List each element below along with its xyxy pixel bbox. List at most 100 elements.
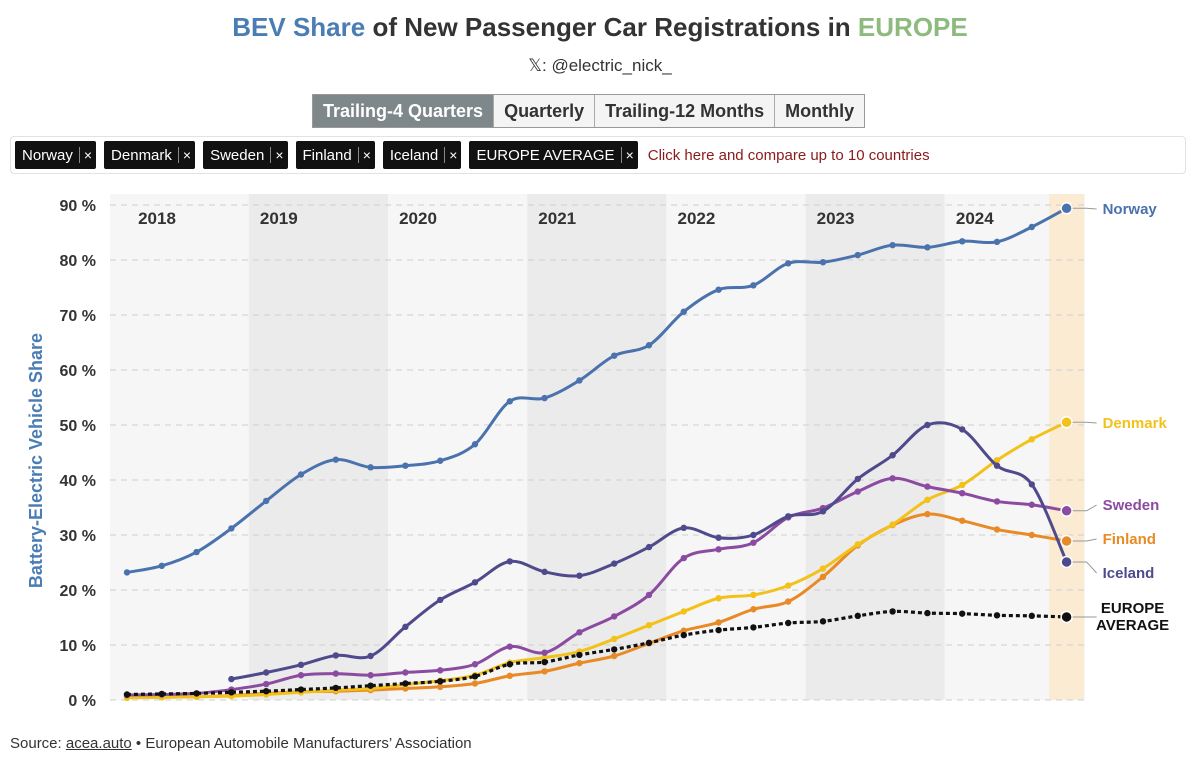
data-point-iceland: [471, 579, 479, 586]
tab-trailing-12-months[interactable]: Trailing-12 Months: [595, 95, 776, 127]
data-point-europe: [437, 678, 444, 685]
data-point-iceland: [785, 513, 792, 520]
data-point-europe: [123, 691, 131, 698]
data-point-norway: [1028, 223, 1036, 231]
data-point-iceland: [367, 652, 374, 660]
year-band-2023: [805, 194, 945, 700]
data-point-sweden: [924, 483, 931, 490]
data-point-finland: [715, 619, 722, 626]
series-line-denmark: [126, 420, 1068, 700]
remove-denmark-icon[interactable]: ×: [177, 147, 195, 163]
data-point-sweden: [715, 546, 722, 553]
chip-iceland: Iceland ×: [382, 141, 462, 169]
data-point-denmark: [611, 635, 618, 643]
data-point-iceland: [506, 558, 513, 565]
source-link[interactable]: acea.auto: [65, 735, 132, 752]
data-point-europe: [680, 631, 687, 639]
title-bev-share: BEV Share: [232, 12, 366, 42]
data-point-iceland: [1060, 555, 1073, 569]
data-point-europe: [715, 626, 722, 634]
data-point-iceland: [889, 452, 896, 459]
y-tick-label: 80 %: [60, 253, 96, 270]
data-point-europe: [611, 646, 618, 653]
year-band-2020: [388, 194, 528, 700]
data-point-europe: [750, 624, 757, 631]
data-point-iceland: [437, 596, 444, 604]
remove-norway-icon[interactable]: ×: [78, 147, 96, 163]
data-point-norway: [611, 352, 618, 359]
data-point-denmark: [750, 591, 757, 599]
data-point-iceland: [924, 421, 931, 429]
data-point-norway: [785, 260, 792, 267]
data-point-europe: [402, 680, 409, 687]
data-point-denmark: [819, 565, 827, 572]
data-point-sweden: [506, 643, 513, 650]
data-point-denmark: [993, 457, 1001, 464]
data-point-iceland: [715, 534, 722, 541]
year-label: 2020: [399, 209, 437, 228]
series-end-label-iceland: Iceland: [1103, 565, 1155, 582]
remove-europe-average-icon[interactable]: ×: [620, 147, 638, 163]
data-point-norway: [332, 456, 339, 463]
chart-title: BEV Share of New Passenger Car Registrat…: [0, 12, 1200, 43]
y-tick-label: 40 %: [60, 473, 96, 490]
y-tick-label: 20 %: [60, 583, 96, 600]
data-point-finland: [576, 659, 583, 667]
data-point-norway: [750, 282, 757, 289]
data-point-europe: [541, 658, 548, 666]
data-point-norway: [367, 464, 374, 471]
data-point-sweden: [471, 661, 479, 668]
label-connector-finland: [1072, 538, 1097, 542]
data-point-europe: [367, 682, 374, 689]
label-connector-sweden: [1072, 504, 1097, 512]
data-point-denmark: [1060, 416, 1073, 429]
data-point-norway: [402, 462, 409, 469]
data-point-sweden: [889, 475, 896, 482]
data-point-denmark: [924, 496, 931, 503]
series-end-label-denmark: Denmark: [1103, 415, 1168, 432]
data-point-denmark: [889, 521, 896, 528]
data-point-finland: [924, 510, 931, 518]
tab-quarterly[interactable]: Quarterly: [494, 95, 596, 127]
chip-label: Sweden: [210, 146, 265, 164]
label-connector-iceland: [1072, 561, 1097, 574]
data-point-finland: [680, 627, 687, 634]
data-point-iceland: [228, 675, 235, 683]
series-end-label-norway: Norway: [1103, 201, 1158, 218]
data-point-sweden: [645, 591, 653, 599]
y-tick-label: 10 %: [60, 638, 96, 655]
data-point-norway: [1060, 202, 1073, 215]
data-point-europe: [1028, 612, 1036, 620]
series-line-sweden: [126, 476, 1067, 697]
data-point-finland: [437, 683, 444, 690]
tab-monthly[interactable]: Monthly: [775, 95, 865, 127]
data-point-europe: [993, 612, 1001, 619]
data-point-sweden: [854, 488, 861, 495]
data-point-iceland: [576, 572, 583, 579]
remove-finland-icon[interactable]: ×: [357, 147, 375, 163]
data-point-finland: [750, 606, 757, 613]
data-point-denmark: [715, 595, 722, 602]
data-point-norway: [993, 238, 1001, 246]
data-point-finland: [611, 652, 618, 660]
data-point-denmark: [1028, 436, 1036, 443]
chip-denmark: Denmark ×: [104, 141, 196, 169]
data-point-norway: [158, 562, 165, 569]
tab-trailing-4-quarters[interactable]: Trailing-4 Quarters: [313, 95, 495, 127]
data-point-iceland: [297, 661, 305, 668]
remove-iceland-icon[interactable]: ×: [444, 147, 461, 163]
compare-countries-link[interactable]: Click here and compare up to 10 countrie…: [647, 146, 930, 164]
data-point-finland: [785, 598, 792, 605]
remove-sweden-icon[interactable]: ×: [270, 147, 287, 163]
year-label: 2024: [956, 209, 994, 228]
bev-share-chart: 0 % 10 % 20 % 30 % 40 % 50 % 60 % 70 % 80 % 90 % 2…: [26, 194, 1169, 710]
data-point-sweden: [437, 667, 444, 674]
series-end-label-finland: Finland: [1103, 531, 1156, 548]
data-point-europe: [924, 609, 931, 617]
y-tick-label: 70 %: [60, 308, 96, 325]
data-point-sweden: [750, 539, 757, 546]
chip-label: Iceland: [389, 146, 439, 164]
year-label: 2023: [817, 209, 855, 228]
data-point-sweden: [611, 613, 618, 620]
country-filter-bar[interactable]: Norway × Denmark × Sweden × Finland × Icelan…: [10, 136, 1186, 174]
